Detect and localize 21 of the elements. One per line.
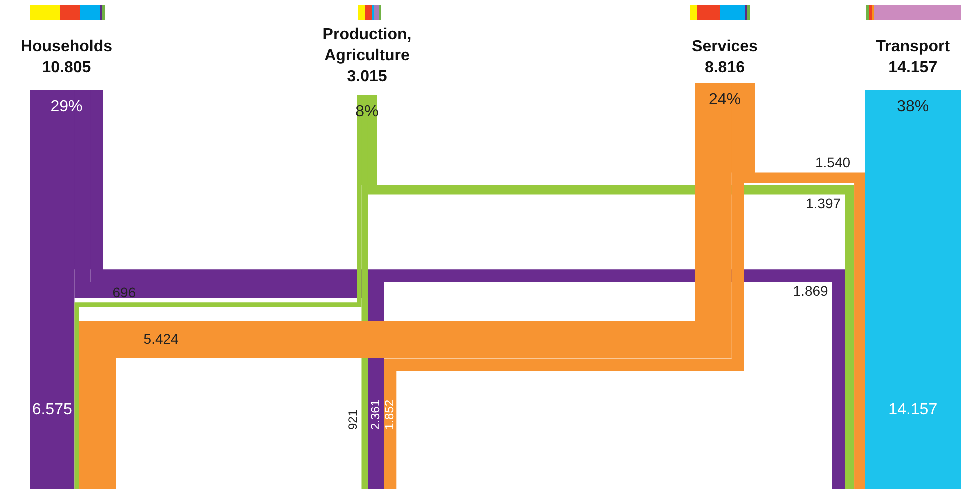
text: 10.805 xyxy=(42,59,92,76)
data-label: 696 xyxy=(112,284,136,300)
text: 24% xyxy=(708,91,741,108)
category-label: Transport xyxy=(876,38,951,56)
category-label: Services xyxy=(692,38,758,56)
data-label: 1.540 xyxy=(815,154,851,171)
data-label: 1.852 xyxy=(382,400,397,430)
data-label: 14.157 xyxy=(888,59,938,76)
text: 14.157 xyxy=(888,401,938,418)
category-label: Households xyxy=(20,38,113,56)
data-label: 5.424 xyxy=(144,330,180,347)
category-label: Production, Agriculture xyxy=(322,26,412,64)
text: 8.816 xyxy=(704,59,745,76)
text: 38% xyxy=(897,98,930,116)
text: 3.015 xyxy=(347,68,388,86)
text: 29% xyxy=(50,98,83,116)
data-label: 921 xyxy=(346,410,360,430)
data-label: 6.575 xyxy=(32,401,72,418)
data-label: 1.397 xyxy=(806,196,842,212)
data-label: 1.869 xyxy=(793,283,829,300)
data-label: 2.361 xyxy=(368,400,382,430)
